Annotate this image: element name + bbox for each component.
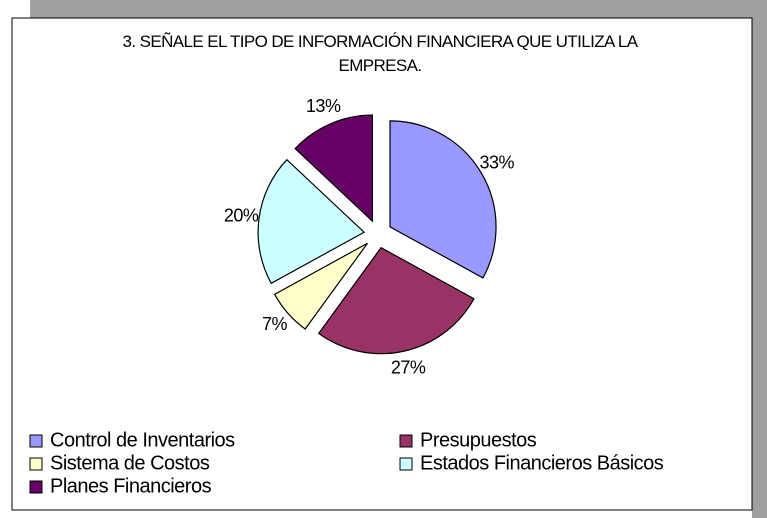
pie-slice [257,158,366,285]
legend-swatch [29,457,43,471]
data-label: 13% [306,96,341,116]
pie-slice [317,246,475,355]
pie-slice [273,242,368,330]
legend-label: Planes Financieros [50,475,212,497]
shadow [30,0,767,18]
legend-swatch [399,434,413,448]
legend-swatch [399,457,413,471]
shadow [752,0,767,518]
legend-swatch [29,434,43,448]
data-label: 33% [480,153,515,173]
data-label: 20% [224,205,259,225]
data-label: 7% [262,314,288,334]
legend-label: Presupuestos [420,429,537,451]
legend-label: Control de Inventarios [50,429,235,451]
legend-label: Sistema de Costos [50,452,210,474]
chart-title: 3. SEÑALE EL TIPO DE INFORMACIÓN FINANCI… [122,32,639,75]
legend-label: Estados Financieros Básicos [420,452,664,474]
pie-slice [389,120,497,279]
legend-swatch [29,480,43,494]
pie-slice [294,114,374,223]
data-label: 27% [391,357,426,377]
